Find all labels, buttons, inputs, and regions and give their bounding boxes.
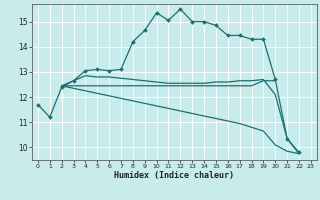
X-axis label: Humidex (Indice chaleur): Humidex (Indice chaleur) [115,171,234,180]
